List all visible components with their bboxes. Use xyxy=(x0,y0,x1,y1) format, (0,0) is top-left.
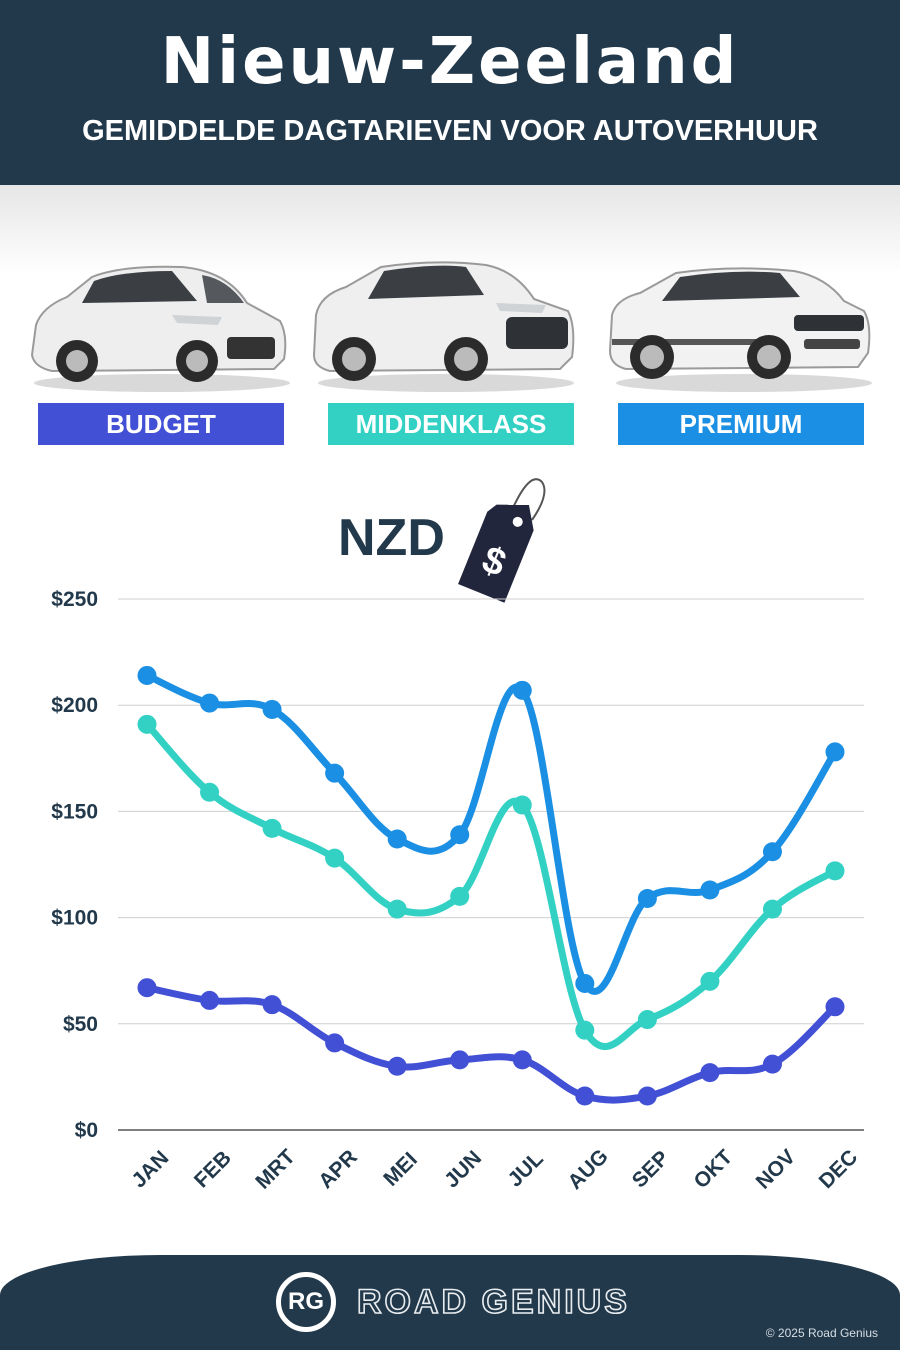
header: Nieuw-Zeeland GEMIDDELDE DAGTARIEVEN VOO… xyxy=(0,0,900,185)
chart-series xyxy=(137,665,845,1106)
series-budget xyxy=(137,978,845,1106)
data-point xyxy=(325,1033,345,1053)
x-tick-label: APR xyxy=(314,1146,362,1194)
data-point xyxy=(200,693,220,713)
price-tag-dollar-icon: $ xyxy=(458,478,546,603)
data-point xyxy=(387,829,407,849)
data-point xyxy=(262,699,282,719)
x-tick-label: JAN xyxy=(127,1146,173,1192)
data-point xyxy=(825,861,845,881)
data-point xyxy=(387,899,407,919)
data-point xyxy=(825,742,845,762)
data-point xyxy=(325,848,345,868)
series-line xyxy=(143,984,839,1104)
data-point xyxy=(700,880,720,900)
data-point xyxy=(762,1054,782,1074)
category-badge-premium: PREMIUM xyxy=(618,403,864,445)
x-tick-label: NOV xyxy=(752,1145,800,1193)
data-point xyxy=(700,1063,720,1083)
line-chart: $0 $50 $100 $150 $200 $250 JAN FEB MRT APR MEI JUN… xyxy=(51,588,864,1194)
category-badge-middenklass: MIDDENKLASS xyxy=(328,403,574,445)
x-tick-label: OKT xyxy=(690,1145,738,1193)
category-badge-budget: BUDGET xyxy=(38,403,284,445)
x-tick-label: SEP xyxy=(628,1146,674,1192)
data-point xyxy=(325,763,345,783)
data-point xyxy=(700,971,720,991)
currency-label: NZD xyxy=(338,509,445,567)
y-tick-label: $100 xyxy=(51,907,98,930)
data-point xyxy=(512,795,532,815)
y-tick-label: $0 xyxy=(75,1119,98,1142)
data-point xyxy=(825,997,845,1017)
hatchback-car-icon xyxy=(30,265,290,392)
data-point xyxy=(387,1056,407,1076)
page-subtitle: GEMIDDELDE DAGTARIEVEN VOOR AUTOVERHUUR xyxy=(82,115,818,147)
x-tick-label: JUL xyxy=(504,1147,548,1191)
header-shadow xyxy=(0,185,900,275)
data-point xyxy=(637,1010,657,1030)
data-point xyxy=(575,1020,595,1040)
suv-car-icon xyxy=(312,261,575,392)
copyright: © 2025 Road Genius xyxy=(765,1326,878,1340)
data-point xyxy=(637,888,657,908)
y-axis-ticks: $0 $50 $100 $150 $200 $250 xyxy=(51,588,98,1142)
chart-grid xyxy=(118,598,864,1131)
y-tick-label: $150 xyxy=(51,800,98,823)
page-title: Nieuw-Zeeland xyxy=(160,25,740,99)
data-point xyxy=(137,714,157,734)
data-point xyxy=(137,665,157,685)
y-tick-label: $250 xyxy=(51,588,98,611)
data-point xyxy=(262,818,282,838)
x-tick-label: MEI xyxy=(379,1148,422,1191)
x-tick-label: FEB xyxy=(190,1146,236,1192)
data-point xyxy=(762,842,782,862)
road-genius-logo: RG xyxy=(276,1272,336,1332)
x-tick-label: MRT xyxy=(251,1145,300,1194)
series-premium xyxy=(137,665,845,995)
series-middenklass xyxy=(137,714,845,1050)
footer xyxy=(0,1255,900,1350)
luxury-suv-car-icon xyxy=(608,267,872,392)
y-tick-label: $200 xyxy=(51,694,98,717)
data-point xyxy=(137,978,157,998)
data-point xyxy=(762,899,782,919)
data-point xyxy=(575,973,595,993)
x-axis-ticks: JAN FEB MRT APR MEI JUN JUL AUG SEP OKT NOV DEC xyxy=(127,1145,862,1194)
x-tick-label: AUG xyxy=(564,1145,613,1194)
data-point xyxy=(200,990,220,1010)
y-tick-label: $50 xyxy=(63,1013,98,1036)
data-point xyxy=(200,782,220,802)
data-point xyxy=(262,995,282,1015)
brand-name: ROAD GENIUS xyxy=(356,1282,630,1322)
x-tick-label: JUN xyxy=(440,1146,486,1192)
data-point xyxy=(575,1086,595,1106)
data-point xyxy=(512,680,532,700)
data-point xyxy=(512,1050,532,1070)
data-point xyxy=(450,886,470,906)
x-tick-label: DEC xyxy=(815,1146,863,1194)
data-point xyxy=(450,1050,470,1070)
data-point xyxy=(450,825,470,845)
data-point xyxy=(637,1086,657,1106)
